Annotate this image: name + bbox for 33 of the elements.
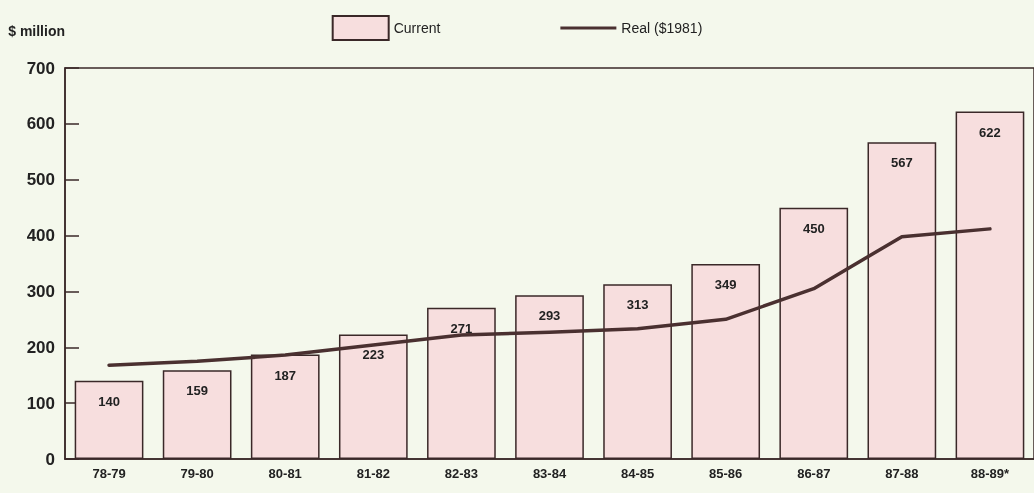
legend-label: Real ($1981) xyxy=(621,20,703,36)
data-label: 349 xyxy=(714,277,737,293)
x-tick-label: 82-83 xyxy=(444,466,479,481)
x-tick-label: 87-88 xyxy=(885,466,919,481)
y-tick-label: 700 xyxy=(26,58,55,78)
data-label: 450 xyxy=(802,220,825,236)
data-label: 567 xyxy=(891,155,913,171)
y-tick-label: 0 xyxy=(45,449,55,469)
x-tick-label: 85-86 xyxy=(709,466,743,481)
y-tick-label: 300 xyxy=(26,281,55,301)
y-tick-label: 600 xyxy=(26,114,55,134)
data-label: 313 xyxy=(626,297,649,313)
data-label: 159 xyxy=(186,383,208,399)
data-label: 622 xyxy=(979,124,1001,140)
y-tick-label: 200 xyxy=(26,337,55,357)
x-tick-label: 80-81 xyxy=(268,466,302,481)
data-label: 223 xyxy=(362,347,385,363)
x-tick-label: 84-85 xyxy=(620,466,655,481)
x-tick-label: 86-87 xyxy=(797,466,831,481)
x-tick-label: 81-82 xyxy=(356,466,390,481)
data-label: 271 xyxy=(450,320,473,336)
y-tick-label: 400 xyxy=(26,226,55,246)
x-tick-label: 79-80 xyxy=(180,466,214,481)
data-label: 187 xyxy=(274,367,297,383)
legend-label: Current xyxy=(393,20,441,36)
data-label: 140 xyxy=(98,393,120,409)
y-tick-label: 100 xyxy=(26,393,55,413)
data-label: 293 xyxy=(538,308,561,324)
x-tick-label: 83-84 xyxy=(532,466,567,481)
y-axis-title: $ million xyxy=(8,23,65,39)
x-tick-label: 88-89* xyxy=(970,466,1011,481)
x-tick-label: 78-79 xyxy=(92,466,126,481)
y-tick-label: 500 xyxy=(26,170,55,190)
